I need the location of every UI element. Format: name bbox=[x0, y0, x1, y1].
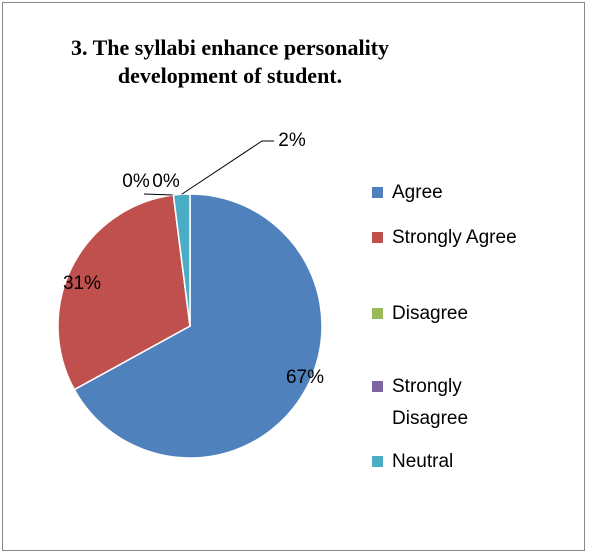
legend-swatch bbox=[372, 232, 383, 243]
data-label: 0% bbox=[122, 171, 150, 192]
legend-label: Neutral bbox=[392, 451, 454, 472]
leader-line bbox=[181, 140, 274, 195]
pie-slice bbox=[73, 193, 323, 459]
data-label: 2% bbox=[278, 130, 306, 151]
pie-slice bbox=[172, 193, 191, 327]
legend-label: Strongly Agree bbox=[392, 227, 517, 248]
chart-title: 3. The syllabi enhance personality devel… bbox=[70, 35, 390, 88]
legend-label: Strongly Disagree bbox=[392, 376, 469, 429]
legend-swatch bbox=[372, 381, 383, 392]
data-label: 0% bbox=[152, 171, 180, 192]
legend-item: Neutral bbox=[372, 446, 532, 478]
legend-item: Disagree bbox=[372, 298, 532, 330]
pie-slice bbox=[57, 194, 191, 391]
data-label: 67% bbox=[286, 367, 324, 388]
legend-swatch bbox=[372, 308, 383, 319]
chart-frame bbox=[2, 2, 585, 551]
legend-item: Strongly Disagree bbox=[372, 371, 532, 435]
legend-label: Agree bbox=[392, 182, 443, 203]
legend-swatch bbox=[372, 456, 383, 467]
legend-item: Agree bbox=[372, 177, 532, 209]
data-label: 31% bbox=[63, 273, 101, 294]
legend-swatch bbox=[372, 187, 383, 198]
legend-label: Disagree bbox=[392, 303, 469, 324]
leader-line bbox=[143, 193, 174, 196]
legend-item: Strongly Agree bbox=[372, 222, 532, 254]
